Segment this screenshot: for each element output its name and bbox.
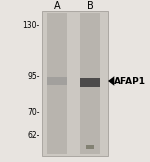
Polygon shape [108, 76, 114, 86]
Text: AFAP1: AFAP1 [114, 76, 146, 86]
Bar [42, 11, 108, 156]
Text: 62-: 62- [27, 131, 40, 140]
Bar [80, 78, 100, 87]
Text: 70-: 70- [27, 108, 40, 117]
Text: 130-: 130- [22, 21, 40, 30]
Text: B: B [87, 1, 93, 11]
Text: A: A [54, 1, 60, 11]
Bar [47, 13, 67, 154]
Text: 95-: 95- [27, 72, 40, 81]
Bar [47, 77, 67, 85]
Bar [86, 145, 94, 149]
Bar [80, 13, 100, 154]
